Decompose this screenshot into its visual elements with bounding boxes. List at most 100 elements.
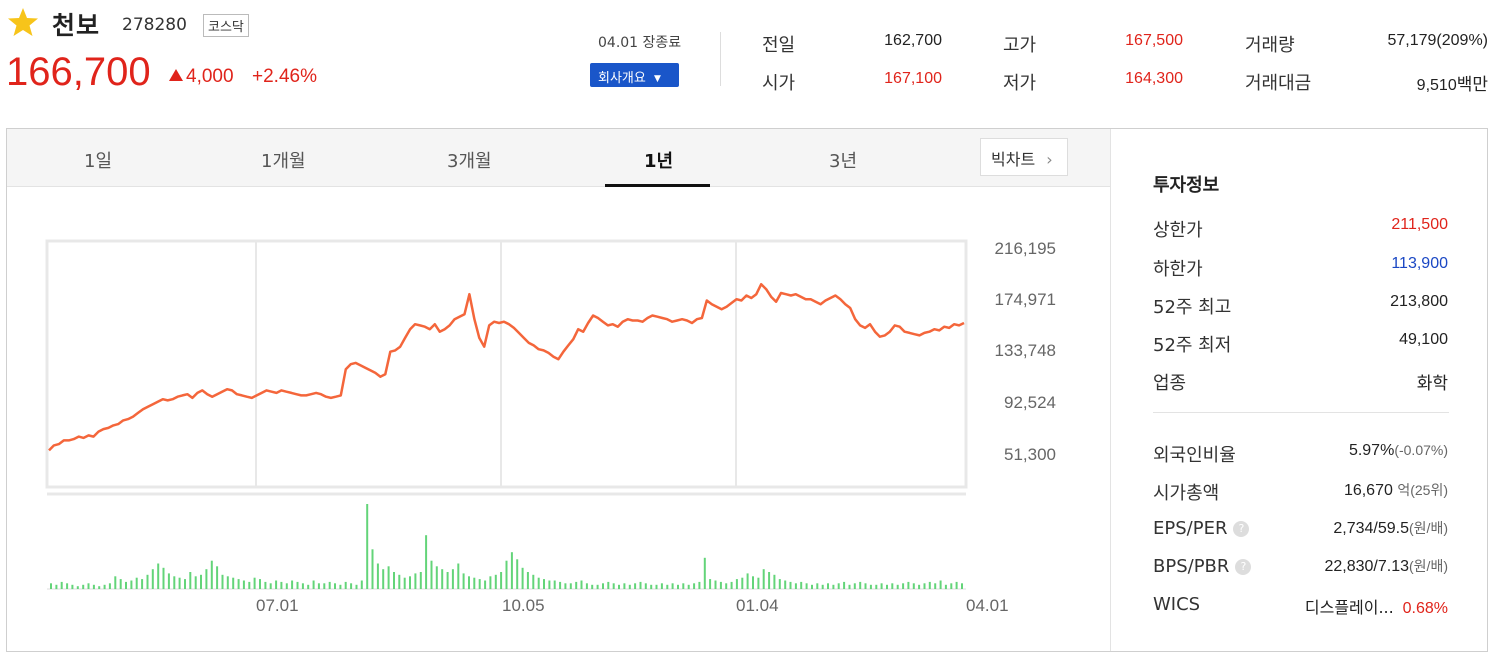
upper-limit-value: 211,500 bbox=[1391, 216, 1448, 233]
volume-bar bbox=[714, 580, 717, 589]
volume-bar bbox=[607, 581, 610, 589]
volume-bar bbox=[92, 584, 95, 590]
volume-bar bbox=[393, 572, 395, 589]
volume-bar bbox=[371, 549, 374, 589]
low-label: 저가 bbox=[1003, 73, 1037, 94]
volume-bar bbox=[537, 577, 540, 589]
foreign-ratio-change: (-0.07%) bbox=[1394, 442, 1448, 458]
volume-label: 거래량 bbox=[1245, 35, 1295, 56]
open-value: 167,100 bbox=[884, 70, 942, 87]
wics-sector[interactable]: 디스플레이... bbox=[1304, 598, 1394, 617]
volume-bar bbox=[859, 581, 862, 589]
volume-bar bbox=[226, 576, 229, 590]
volume-bar bbox=[307, 584, 310, 590]
volume-bar bbox=[934, 583, 937, 589]
volume-bar bbox=[55, 584, 58, 590]
volume-bar bbox=[950, 583, 953, 589]
volume-bar bbox=[403, 577, 406, 589]
volume-bar bbox=[435, 566, 438, 589]
volume-bar bbox=[843, 581, 846, 589]
market-cap-rank: 억(25위) bbox=[1397, 482, 1448, 498]
question-icon[interactable]: ? bbox=[1235, 559, 1252, 575]
volume-bar bbox=[419, 572, 422, 589]
eps-per-number: 2,734/59.5 bbox=[1333, 520, 1410, 537]
volume-bar bbox=[173, 576, 176, 590]
star-icon[interactable] bbox=[6, 6, 40, 42]
bigchart-button[interactable]: 빅차트 › bbox=[980, 138, 1068, 176]
volume-bar bbox=[682, 583, 685, 589]
tab-1day[interactable]: 1일 bbox=[84, 151, 113, 172]
market-cap-number: 16,670 bbox=[1343, 482, 1393, 499]
volume-bar bbox=[821, 584, 824, 590]
volume-bar bbox=[671, 583, 674, 589]
volume-bar bbox=[585, 583, 588, 589]
volume-bar bbox=[366, 504, 369, 589]
x-tick-label: 07.01 bbox=[256, 596, 299, 615]
volume-bar bbox=[746, 573, 749, 589]
chart-panel bbox=[6, 128, 1488, 652]
volume-bar bbox=[253, 577, 256, 589]
volume-bar bbox=[108, 583, 111, 589]
volume-bar bbox=[564, 583, 567, 589]
lower-limit-value: 113,900 bbox=[1391, 255, 1448, 272]
volume-bar bbox=[339, 584, 342, 590]
market-badge: 코스닥 bbox=[203, 14, 249, 37]
volume-bar bbox=[151, 569, 154, 589]
y-tick-label: 92,524 bbox=[1004, 393, 1056, 412]
volume-bar bbox=[430, 560, 433, 589]
volume-bar bbox=[141, 579, 144, 589]
volume-bar bbox=[741, 577, 744, 589]
low-value: 164,300 bbox=[1125, 70, 1183, 87]
volume-bar bbox=[457, 563, 460, 589]
wics-change: 0.68% bbox=[1402, 600, 1448, 617]
eps-per-value: 2,734/59.5(원/배) bbox=[1333, 518, 1448, 538]
volume-bar bbox=[773, 574, 776, 589]
company-profile-button[interactable]: 회사개요 ▼ bbox=[590, 63, 679, 87]
volume-bar bbox=[232, 577, 235, 589]
current-price: 166,700 bbox=[6, 50, 151, 94]
volume-bar bbox=[591, 584, 594, 590]
volume-bar bbox=[875, 584, 878, 590]
volume-bar bbox=[735, 579, 738, 589]
tab-1year[interactable]: 1년 bbox=[644, 151, 674, 172]
volume-bar bbox=[66, 583, 69, 589]
52w-low-value: 49,100 bbox=[1399, 331, 1448, 348]
y-tick-label: 133,748 bbox=[994, 341, 1056, 360]
volume-bar bbox=[103, 584, 106, 590]
y-tick-label: 51,300 bbox=[1004, 445, 1056, 464]
market-status: 04.01 장종료 bbox=[598, 35, 682, 51]
header-divider bbox=[720, 32, 721, 86]
volume-bar bbox=[660, 583, 663, 589]
stock-name: 천보 bbox=[52, 11, 101, 40]
volume-bar bbox=[382, 569, 385, 589]
volume-bar bbox=[216, 566, 219, 589]
invest-info-title: 투자정보 bbox=[1153, 175, 1220, 196]
foreign-ratio-label: 외국인비율 bbox=[1153, 445, 1236, 466]
volume-bar bbox=[634, 583, 637, 589]
question-icon[interactable]: ? bbox=[1233, 521, 1250, 537]
volume-bar bbox=[778, 579, 781, 589]
volume-bar bbox=[725, 583, 728, 589]
volume-bar bbox=[575, 581, 578, 589]
price-change: 4,000 bbox=[186, 66, 234, 87]
volume-bar bbox=[784, 580, 787, 589]
volume-bar bbox=[125, 581, 127, 589]
volume-bar bbox=[194, 576, 197, 590]
caret-down-icon: ▼ bbox=[653, 74, 661, 84]
volume-bar bbox=[789, 581, 792, 589]
volume-bar bbox=[618, 584, 620, 590]
industry-value[interactable]: 화학 bbox=[1416, 374, 1448, 394]
volume-bar bbox=[837, 583, 840, 589]
volume-bar bbox=[677, 584, 679, 590]
tab-3year[interactable]: 3년 bbox=[829, 151, 858, 172]
tab-1month[interactable]: 1개월 bbox=[261, 151, 306, 172]
volume-bar bbox=[221, 574, 224, 589]
volume-bar bbox=[451, 569, 454, 589]
upper-limit-label: 상한가 bbox=[1153, 220, 1203, 241]
price-chart bbox=[45, 239, 968, 590]
tab-3month[interactable]: 3개월 bbox=[447, 151, 492, 172]
volume-bar bbox=[553, 580, 556, 589]
volume-bar bbox=[521, 567, 524, 590]
volume-bar bbox=[87, 583, 90, 589]
volume-bar bbox=[157, 563, 160, 589]
